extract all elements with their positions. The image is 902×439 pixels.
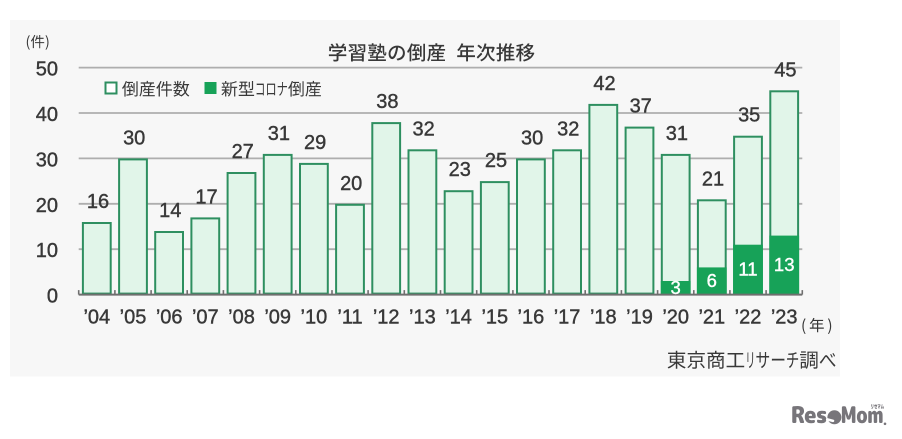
svg-text:30: 30: [521, 127, 543, 149]
svg-text:20: 20: [340, 173, 362, 195]
svg-text:23: 23: [449, 159, 471, 181]
svg-text:’14: ’14: [445, 307, 472, 329]
svg-text:’12: ’12: [373, 307, 400, 329]
svg-text:13: 13: [774, 254, 795, 275]
svg-text:31: 31: [666, 123, 688, 145]
svg-text:’06: ’06: [156, 307, 183, 329]
svg-text:32: 32: [412, 118, 434, 140]
svg-text:’18: ’18: [590, 307, 617, 329]
svg-text:17: 17: [195, 186, 217, 208]
svg-text:’16: ’16: [518, 307, 545, 329]
svg-text:’11: ’11: [337, 307, 362, 329]
svg-text:38: 38: [376, 91, 398, 113]
svg-text:’04: ’04: [83, 307, 110, 329]
svg-text:’08: ’08: [228, 307, 255, 329]
svg-text:’15: ’15: [481, 307, 508, 329]
svg-text:29: 29: [304, 132, 326, 154]
svg-text:’07: ’07: [192, 307, 219, 329]
svg-text:30: 30: [123, 127, 145, 149]
svg-text:6: 6: [707, 270, 717, 291]
svg-text:’09: ’09: [264, 307, 291, 329]
svg-text:’23: ’23: [771, 307, 798, 329]
svg-text:37: 37: [630, 96, 652, 118]
svg-text:35: 35: [738, 105, 760, 127]
svg-text:25: 25: [485, 150, 507, 172]
svg-text:0: 0: [47, 286, 58, 308]
svg-text:20: 20: [36, 195, 58, 217]
svg-text:’17: ’17: [554, 307, 581, 329]
svg-text:50: 50: [36, 59, 58, 81]
svg-text:14: 14: [159, 200, 181, 222]
svg-text:32: 32: [557, 118, 579, 140]
svg-text:31: 31: [268, 123, 290, 145]
svg-text:’22: ’22: [735, 307, 762, 329]
svg-text:21: 21: [702, 168, 724, 190]
svg-text:’10: ’10: [301, 307, 328, 329]
svg-text:’21: ’21: [698, 307, 725, 329]
svg-text:40: 40: [36, 104, 58, 126]
svg-text:42: 42: [593, 73, 615, 95]
svg-text:’05: ’05: [120, 307, 147, 329]
svg-text:3: 3: [671, 277, 681, 298]
svg-text:16: 16: [87, 191, 109, 213]
svg-text:’20: ’20: [662, 307, 689, 329]
svg-text:10: 10: [36, 240, 58, 262]
svg-text:45: 45: [774, 59, 796, 81]
svg-text:27: 27: [232, 141, 254, 163]
svg-text:11: 11: [738, 259, 757, 280]
svg-text:’13: ’13: [409, 307, 436, 329]
svg-text:30: 30: [36, 149, 58, 171]
svg-text:’19: ’19: [626, 307, 653, 329]
